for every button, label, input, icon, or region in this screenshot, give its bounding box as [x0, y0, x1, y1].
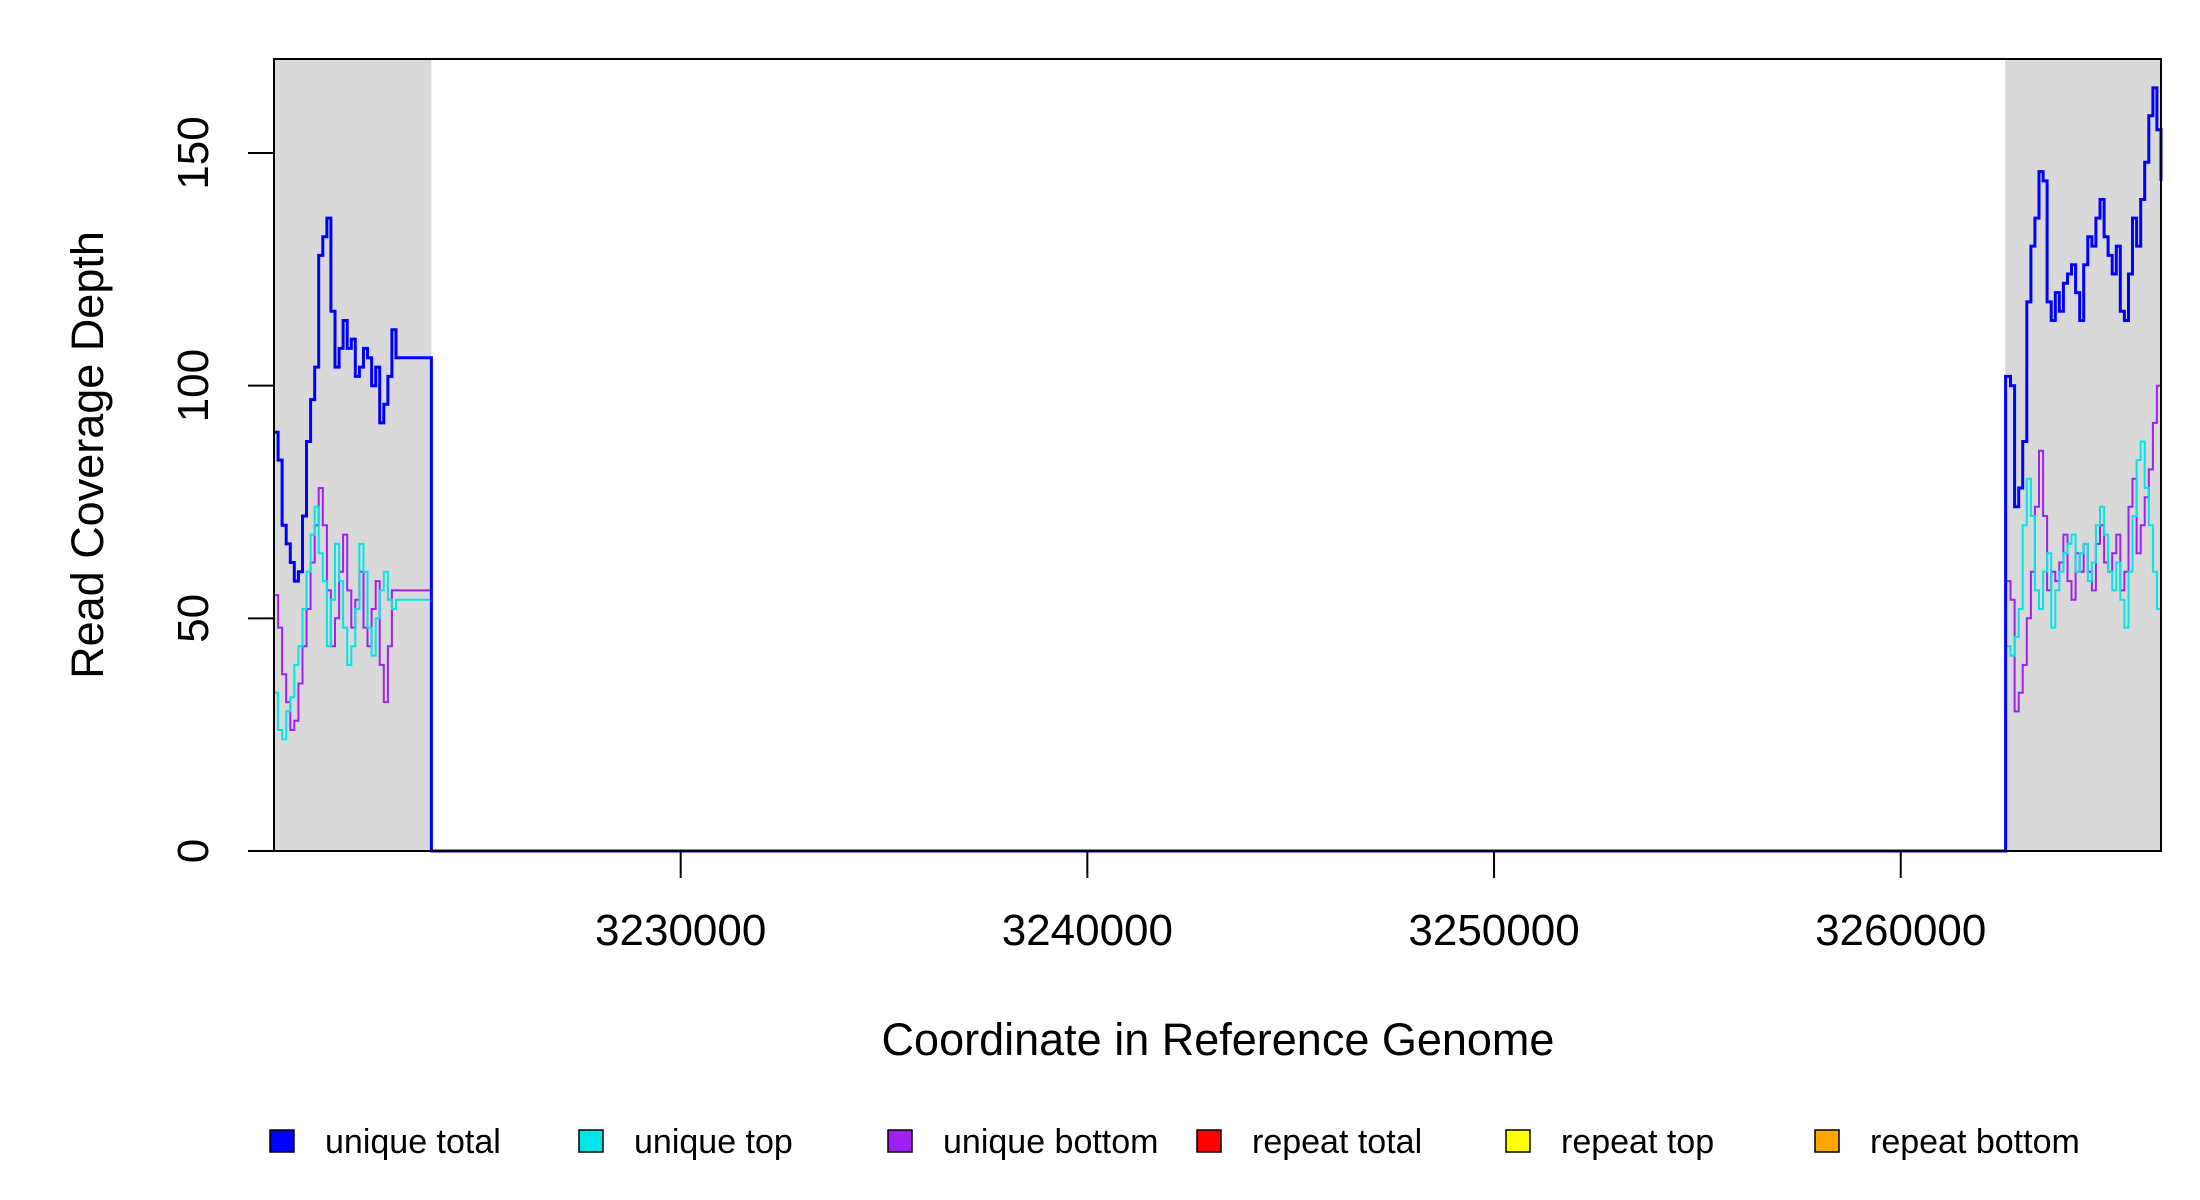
- legend-swatch: [578, 1129, 604, 1153]
- legend-swatch: [1814, 1129, 1840, 1153]
- series-lines: [274, 86, 2163, 853]
- axes: 0 50 100 150 3230000 3240000 3250000 3260000: [169, 116, 1986, 955]
- x-tick-label: 3230000: [595, 906, 766, 955]
- legend: unique total unique top unique bottom repea…: [269, 1123, 2080, 1161]
- plot-frame: [273, 58, 2162, 852]
- legend-label: unique top: [634, 1123, 793, 1161]
- legend-label: repeat bottom: [1870, 1123, 2080, 1161]
- legend-swatch: [887, 1129, 913, 1153]
- legend-item-unique-bottom: unique bottom: [887, 1123, 1159, 1161]
- legend-label: unique total: [325, 1123, 501, 1161]
- y-tick-label: 0: [169, 839, 218, 863]
- x-tick-label: 3250000: [1408, 906, 1579, 955]
- legend-item-repeat-total: repeat total: [1196, 1123, 1422, 1161]
- legend-item-unique-top: unique top: [578, 1123, 793, 1161]
- series-line-unique-total: [274, 86, 2163, 853]
- legend-item-repeat-top: repeat top: [1505, 1123, 1714, 1161]
- legend-item-unique-total: unique total: [269, 1123, 501, 1161]
- shaded-regions: [274, 59, 2161, 851]
- y-tick-label: 50: [169, 594, 218, 643]
- shaded-region-2: [2005, 59, 2161, 851]
- shaded-region-1: [274, 59, 432, 851]
- y-axis-title: Read Coverage Depth: [62, 231, 113, 679]
- series-line-unique-top: [274, 440, 2162, 852]
- y-tick-label: 150: [169, 116, 218, 189]
- legend-swatch: [1196, 1129, 1222, 1153]
- legend-item-repeat-bottom: repeat bottom: [1814, 1123, 2080, 1161]
- legend-label: repeat total: [1252, 1123, 1422, 1161]
- x-tick-label: 3240000: [1002, 906, 1173, 955]
- x-axis-title: Coordinate in Reference Genome: [882, 1014, 1555, 1065]
- legend-label: repeat top: [1561, 1123, 1714, 1161]
- legend-label: unique bottom: [943, 1123, 1159, 1161]
- series-line-unique-bottom: [274, 371, 2162, 852]
- y-tick-label: 100: [169, 349, 218, 422]
- x-tick-label: 3260000: [1815, 906, 1986, 955]
- legend-swatch: [269, 1129, 295, 1153]
- legend-swatch: [1505, 1129, 1531, 1153]
